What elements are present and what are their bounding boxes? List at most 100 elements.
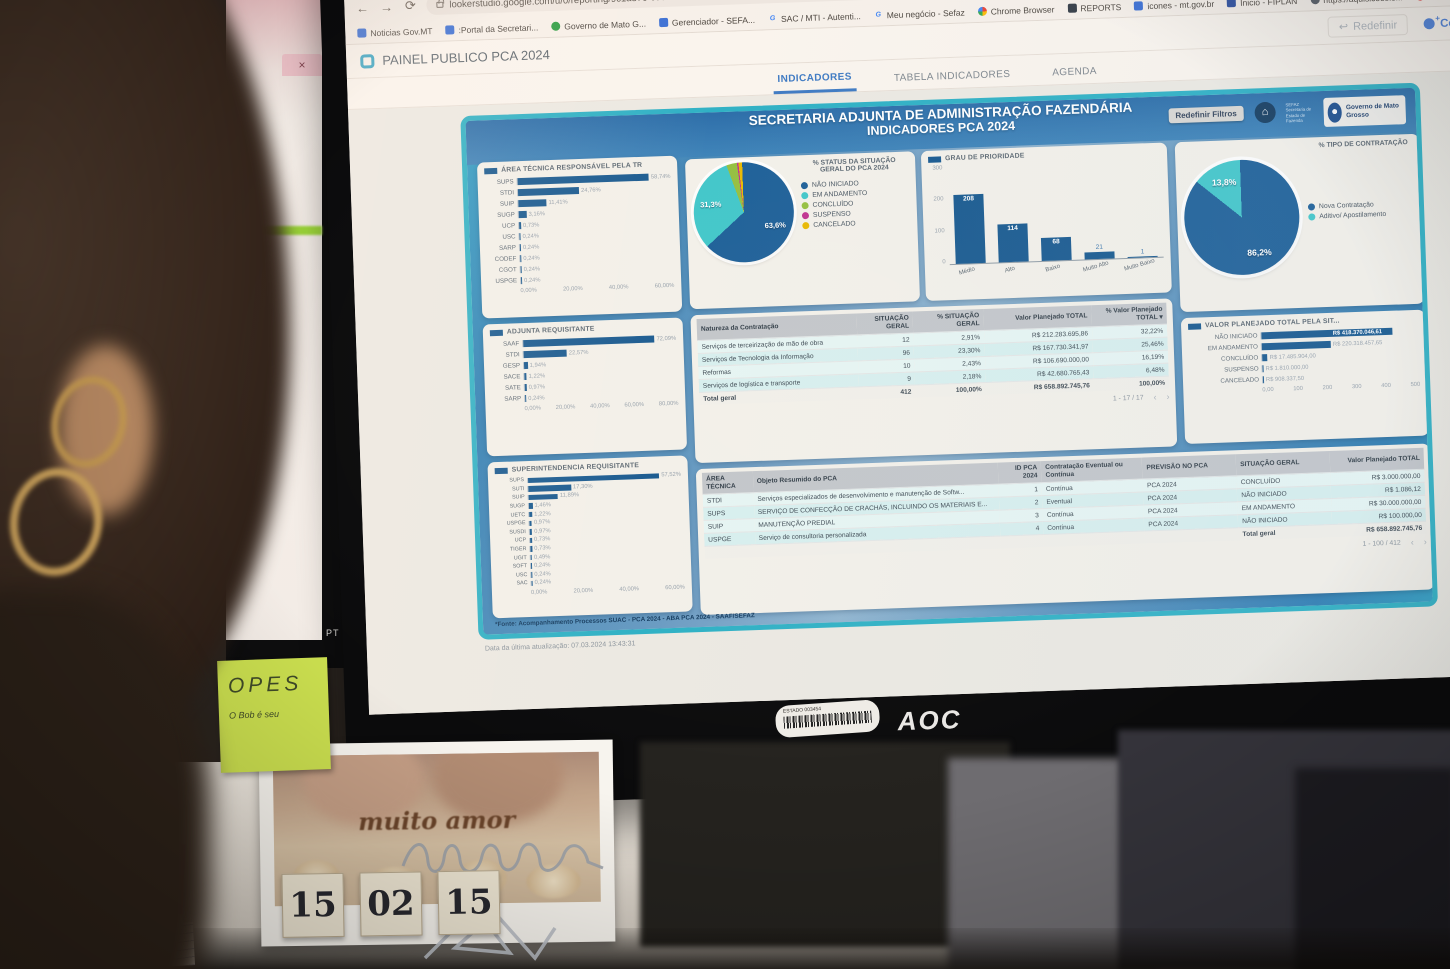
chart-legend: Nova Contratação Aditivo/ Apostilamento bbox=[1307, 201, 1393, 221]
bar[interactable] bbox=[518, 199, 547, 208]
refresh-icon[interactable]: ⟳ bbox=[404, 0, 417, 14]
bookmark-label: https://aquisicoes.s... bbox=[1323, 0, 1403, 4]
bar[interactable] bbox=[528, 484, 572, 492]
data-table: Natureza da Contratação SITUAÇÃO GERAL% S… bbox=[696, 302, 1170, 406]
bar[interactable] bbox=[530, 554, 533, 561]
bar[interactable] bbox=[523, 361, 528, 370]
bar[interactable] bbox=[523, 349, 567, 359]
bar[interactable] bbox=[524, 383, 527, 392]
bar[interactable] bbox=[524, 372, 527, 381]
bookmark-favicon-icon bbox=[1134, 1, 1144, 11]
bar[interactable] bbox=[530, 563, 533, 569]
bookmark-label: Noticias Gov.MT bbox=[370, 25, 433, 38]
bar[interactable] bbox=[1262, 354, 1268, 362]
bookmark-favicon-icon bbox=[445, 25, 455, 35]
bar[interactable] bbox=[529, 528, 533, 535]
forward-icon[interactable]: → bbox=[379, 0, 394, 15]
bookmark[interactable]: Chrome Browser bbox=[977, 4, 1055, 17]
bookmark[interactable]: YouTube Music bbox=[1415, 0, 1450, 1]
bar[interactable] bbox=[530, 537, 533, 544]
legend-item[interactable]: Aditivo/ Apostilamento bbox=[1308, 211, 1392, 221]
column-header[interactable]: ID PCA 2024 bbox=[997, 461, 1042, 485]
card-superintendencia-requisitante: SUPERINTENDENCIA REQUISITANTE SUPS 57,52% S… bbox=[487, 455, 693, 619]
pagination-label: 1 - 17 / 17 bbox=[1112, 394, 1144, 403]
bar[interactable] bbox=[528, 503, 533, 509]
screen: ← → ⟳ lookerstudio.google.com/u/0/report… bbox=[343, 0, 1450, 715]
total-cell: R$ 658.892.745,76 bbox=[985, 378, 1095, 396]
bookmark[interactable]: G SAC / MTI - Autenti... bbox=[768, 11, 861, 24]
legend-item[interactable]: CONCLUÍDO bbox=[801, 199, 910, 210]
bar[interactable] bbox=[519, 244, 522, 252]
bar[interactable] bbox=[1261, 340, 1332, 351]
card-area-tecnica: ÁREA TÉCNICA RESPONSÁVEL PELA TR SUPS 58,7… bbox=[476, 155, 683, 319]
bookmark[interactable]: Inicio - FIPLAN bbox=[1227, 0, 1297, 8]
pie-chart[interactable]: 63,6% 31,3% bbox=[692, 160, 796, 265]
bookmark[interactable]: https://aquisicoes.s... bbox=[1310, 0, 1403, 5]
compartilhar-button[interactable]: Compartilhar bbox=[1423, 15, 1450, 30]
bar[interactable] bbox=[531, 580, 533, 587]
tab-indicadores[interactable]: INDICADORES bbox=[773, 65, 857, 95]
bar-category-label: USC bbox=[515, 571, 528, 579]
legend-dot-icon bbox=[801, 202, 809, 210]
bar[interactable] bbox=[1262, 376, 1265, 384]
bar-category-label: SUGP bbox=[497, 211, 515, 219]
prev-page-icon[interactable]: ‹ bbox=[1153, 392, 1157, 403]
bar[interactable]: 68 bbox=[1040, 237, 1072, 261]
bar[interactable] bbox=[518, 210, 527, 219]
bookmark[interactable]: Gerenciador - SEFA... bbox=[658, 14, 755, 27]
axis-tick: 200 bbox=[933, 196, 944, 204]
legend-item[interactable]: EM ANDAMENTO bbox=[801, 189, 909, 200]
bar[interactable] bbox=[520, 255, 522, 263]
column-header[interactable]: % SITUAÇÃO GERAL bbox=[912, 309, 984, 334]
tab-agenda[interactable]: AGENDA bbox=[1052, 65, 1098, 79]
prev-page-icon[interactable]: ‹ bbox=[1410, 537, 1414, 548]
bar[interactable] bbox=[525, 395, 527, 403]
bar[interactable] bbox=[528, 493, 559, 501]
bar-value-label: 0,97% bbox=[528, 383, 546, 391]
bookmark[interactable]: G Meu negócio - Sefaz bbox=[874, 7, 964, 20]
bar-value-label: 1,46% bbox=[534, 502, 552, 509]
reset-filters-button[interactable]: Redefinir Filtros bbox=[1168, 105, 1244, 124]
next-page-icon[interactable]: › bbox=[1166, 391, 1170, 402]
bar[interactable] bbox=[529, 520, 533, 526]
bookmark-label: REPORTS bbox=[1080, 1, 1122, 13]
bar-category-label: SUIP bbox=[499, 200, 515, 208]
next-page-icon[interactable]: › bbox=[1423, 536, 1427, 547]
bar[interactable] bbox=[520, 277, 523, 285]
bar[interactable] bbox=[517, 187, 580, 197]
bookmark[interactable]: Noticias Gov.MT bbox=[357, 25, 433, 39]
person-ear bbox=[58, 345, 153, 515]
legend-item[interactable]: SUSPENSO bbox=[801, 209, 910, 220]
bar[interactable] bbox=[519, 233, 521, 241]
bar-category-label: STDI bbox=[499, 189, 515, 197]
bar[interactable] bbox=[529, 511, 533, 518]
bar-category-label: CONCLUÍDO bbox=[1220, 354, 1259, 363]
bar[interactable] bbox=[1084, 251, 1115, 260]
tab-tabela-indicadores[interactable]: TABELA INDICADORES bbox=[893, 68, 1011, 84]
bar[interactable] bbox=[530, 546, 533, 552]
redefinir-button[interactable]: ↩ Redefinir bbox=[1327, 14, 1409, 38]
bar[interactable]: 114 bbox=[997, 223, 1029, 263]
bar[interactable] bbox=[519, 222, 522, 230]
column-header[interactable]: SITUAÇÃO GERAL bbox=[856, 311, 914, 336]
bar[interactable] bbox=[520, 266, 522, 274]
bar[interactable]: 208 bbox=[953, 193, 986, 264]
bookmark[interactable]: :Portal da Secretari... bbox=[445, 22, 538, 35]
legend-dot-icon bbox=[801, 212, 810, 220]
legend-item[interactable]: CANCELADO bbox=[802, 219, 910, 230]
bar[interactable] bbox=[531, 571, 533, 578]
legend-item[interactable]: NÃO INICIADO bbox=[800, 179, 909, 190]
column-header[interactable]: ÁREA TÉCNICA bbox=[701, 471, 754, 495]
column-header[interactable]: % Valor Planejado TOTAL ▾ bbox=[1091, 302, 1167, 327]
axis-tick: Alto bbox=[1004, 265, 1016, 275]
back-icon[interactable]: ← bbox=[355, 0, 370, 16]
pie-chart[interactable]: 86,2% 13,8% bbox=[1182, 157, 1302, 277]
legend-swatch bbox=[927, 155, 942, 163]
chart-title: % TIPO DE CONTRATAÇÃO bbox=[1318, 139, 1408, 150]
legend-item[interactable]: Nova Contratação bbox=[1307, 201, 1392, 211]
bar[interactable] bbox=[1262, 365, 1264, 373]
bookmark[interactable]: Governo de Mato G... bbox=[551, 18, 646, 31]
legend-dot-icon bbox=[1308, 213, 1316, 221]
bookmark[interactable]: icones - mt.gov.br bbox=[1134, 0, 1214, 11]
bookmark[interactable]: REPORTS bbox=[1067, 1, 1122, 14]
